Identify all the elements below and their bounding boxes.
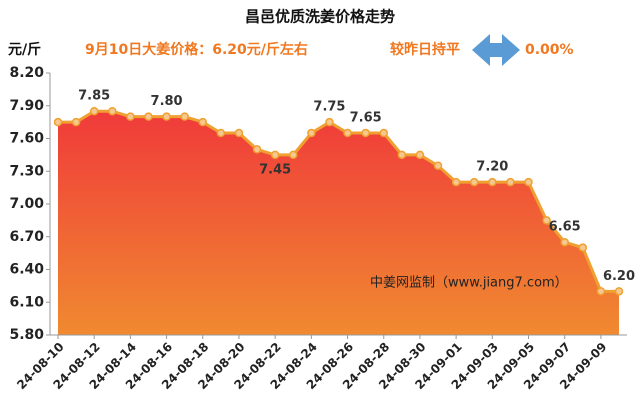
- point-marker: [560, 237, 569, 247]
- subtitle: 9月10日大姜价格：6.20元/斤左右: [85, 41, 308, 58]
- point-marker: [578, 243, 588, 252]
- data-label: 6.65: [549, 220, 581, 235]
- point-marker: [270, 150, 280, 160]
- data-label: 7.20: [476, 160, 508, 175]
- point-marker: [252, 145, 262, 154]
- point-marker: [433, 161, 443, 171]
- point-marker: [216, 128, 226, 138]
- point-marker: [180, 112, 189, 121]
- data-label: 7.85: [78, 89, 110, 104]
- data-label: 7.65: [350, 111, 382, 126]
- point-marker: [53, 117, 63, 127]
- data-label: 7.45: [259, 162, 291, 177]
- y-axis-label: 元/斤: [8, 41, 41, 58]
- chart-title: 昌邑优质洗姜价格走势: [245, 8, 395, 26]
- point-marker: [71, 117, 81, 127]
- point-marker: [325, 117, 334, 127]
- change-value: 0.00%: [525, 42, 574, 58]
- change-label: 较昨日持平: [390, 41, 460, 58]
- plot-area: 7.85 7.80 7.45 7.75 7.65 7.20 6.65 6.20: [53, 89, 635, 335]
- watermark: 中姜网监制（www.jiang7.com）: [370, 276, 568, 291]
- data-label: 7.75: [313, 100, 345, 115]
- point-marker: [542, 216, 551, 225]
- point-marker: [488, 177, 497, 187]
- point-marker: [614, 287, 624, 296]
- flat-arrow-icon: [472, 34, 520, 66]
- point-marker: [126, 112, 135, 121]
- point-marker: [234, 128, 244, 138]
- point-marker: [524, 177, 533, 187]
- point-marker: [506, 177, 515, 187]
- point-marker: [415, 150, 425, 160]
- point-marker: [289, 150, 298, 160]
- point-marker: [379, 128, 388, 138]
- data-label: 7.80: [151, 94, 183, 109]
- y-tick-label: 7.90: [9, 98, 44, 114]
- point-marker: [89, 106, 99, 116]
- point-marker: [343, 128, 352, 138]
- point-marker: [198, 117, 208, 127]
- y-tick-label: 7.30: [9, 163, 44, 179]
- y-tick-label: 6.40: [9, 262, 44, 278]
- y-tick-label: 6.70: [9, 229, 44, 245]
- y-tick-label: 6.10: [9, 294, 44, 310]
- point-marker: [596, 287, 606, 296]
- point-marker: [307, 128, 316, 138]
- data-label: 6.20: [603, 269, 635, 284]
- point-marker: [451, 177, 461, 187]
- point-marker: [469, 177, 479, 187]
- point-marker: [108, 106, 117, 116]
- y-tick-label: 7.00: [9, 196, 44, 212]
- y-tick-label: 5.80: [9, 327, 44, 343]
- point-marker: [144, 112, 153, 121]
- y-tick-label: 7.60: [9, 131, 44, 147]
- y-tick-label: 8.20: [9, 65, 44, 81]
- point-marker: [361, 128, 370, 138]
- area-fill: [58, 111, 619, 335]
- point-marker: [397, 150, 407, 160]
- point-marker: [162, 112, 171, 121]
